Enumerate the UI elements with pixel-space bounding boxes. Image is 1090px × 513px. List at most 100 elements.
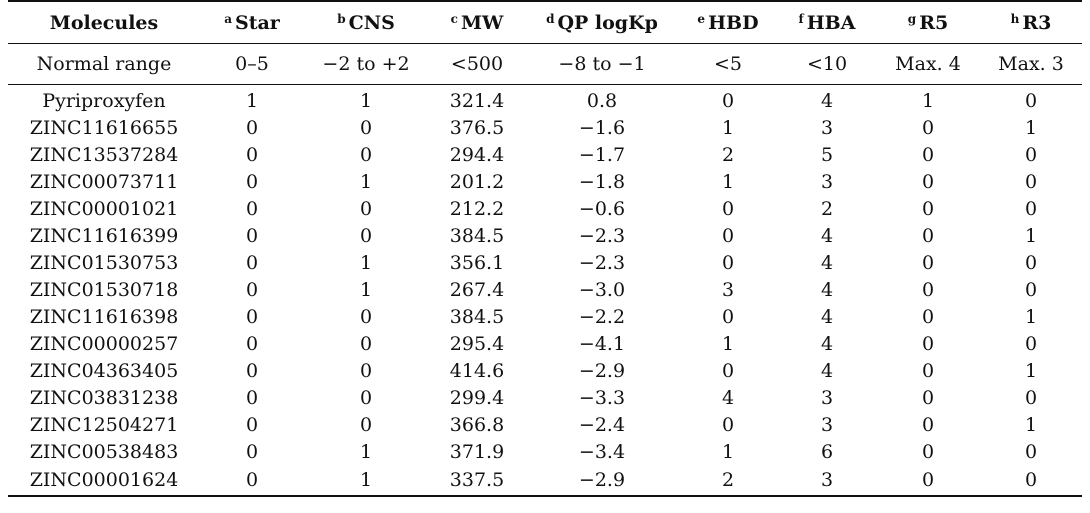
table-cell: −2.3 <box>578 225 626 247</box>
table-cell: 0 <box>921 414 935 436</box>
table-row: ZINC11616655 0 0 376.5 −1.6 1 3 0 1 <box>8 115 1082 142</box>
table-cell: 0 <box>200 466 304 497</box>
molecule-name-cell: ZINC11616399 <box>29 225 179 247</box>
table-cell: 3 <box>778 466 876 497</box>
table-cell: 0 <box>359 387 373 409</box>
table-cell: 0 <box>1024 198 1038 220</box>
table-cell: 0 <box>1024 387 1038 409</box>
table-cell: 3 <box>721 279 735 301</box>
table-cell: 0 <box>1024 441 1038 463</box>
table-row: ZINC00073711 0 1 201.2 −1.8 1 3 0 0 <box>8 169 1082 196</box>
table-cell: −2.9 <box>578 360 626 382</box>
molecule-name-cell: ZINC01530718 <box>29 279 179 301</box>
table-cell: 0 <box>245 144 259 166</box>
table-cell: 0 <box>721 414 735 436</box>
table-cell: 0 <box>359 117 373 139</box>
table-cell: 0 <box>721 198 735 220</box>
table-cell: 0 <box>1024 333 1038 355</box>
table-cell: 1 <box>721 171 735 193</box>
table-cell: 1 <box>359 279 373 301</box>
normal-range-cell: <10 <box>778 43 876 85</box>
column-header-0: Molecules <box>8 0 200 44</box>
column-header-1: a Star <box>200 0 304 44</box>
column-header-label: Molecules <box>49 11 159 34</box>
table-cell: 0 <box>245 117 259 139</box>
table-row: ZINC01530718 0 1 267.4 −3.0 3 4 0 0 <box>8 277 1082 304</box>
table-row: ZINC04363405 0 0 414.6 −2.9 0 4 0 1 <box>8 358 1082 385</box>
table-cell: 366.8 <box>449 414 505 436</box>
column-header-3: c MW <box>428 0 526 44</box>
column-header-8: h R3 <box>980 0 1082 44</box>
table-cell: 0 <box>1024 144 1038 166</box>
table-cell: 0 <box>245 252 259 274</box>
table-cell: −1.7 <box>578 144 626 166</box>
column-header-4: d QP logKp <box>526 0 678 44</box>
column-header-2: b CNS <box>304 0 428 44</box>
molecule-name-cell: ZINC00073711 <box>29 171 179 193</box>
table-row: ZINC01530753 0 1 356.1 −2.3 0 4 0 0 <box>8 250 1082 277</box>
table-row: ZINC00001021 0 0 212.2 −0.6 0 2 0 0 <box>8 196 1082 223</box>
table-row: ZINC00001624 0 1 337.5 −2.9 2 3 0 0 <box>8 466 1082 497</box>
table-row: Pyriproxyfen 1 1 321.4 0.8 0 4 1 0 <box>8 85 1082 116</box>
table-cell: 4 <box>721 387 735 409</box>
table-cell: −2.9 <box>526 466 678 497</box>
normal-range-cell: −8 to −1 <box>526 43 678 85</box>
table-cell: 5 <box>820 144 834 166</box>
normal-range-cell: Normal range <box>8 43 200 85</box>
table-cell: 295.4 <box>449 333 505 355</box>
header-footnote-marker: f <box>798 11 804 26</box>
table-cell: 6 <box>820 441 834 463</box>
table-cell: 0 <box>921 333 935 355</box>
table-cell: 0 <box>359 414 373 436</box>
table-cell: 0 <box>1024 252 1038 274</box>
table-row: ZINC00000257 0 0 295.4 −4.1 1 4 0 0 <box>8 331 1082 358</box>
normal-range-cell: Max. 4 <box>876 43 980 85</box>
table-cell: 0 <box>245 306 259 328</box>
table-header: Molecules a Star b CNS c MW d QP logKp e HBD f HBA g R… <box>8 0 1082 85</box>
header-footnote-marker: g <box>907 11 917 26</box>
table-cell: 0 <box>245 414 259 436</box>
table-body: Pyriproxyfen 1 1 321.4 0.8 0 4 1 0 ZINC11616655 0 0… <box>8 85 1082 497</box>
table-cell: 1 <box>359 252 373 274</box>
molecule-name-cell: ZINC00001021 <box>29 198 179 220</box>
column-header-label: R3 <box>1022 11 1052 34</box>
molecule-name-cell: ZINC00538483 <box>29 441 179 463</box>
column-header-label: R5 <box>919 11 949 34</box>
header-footnote-marker: d <box>546 11 555 26</box>
table-cell: 3 <box>820 387 834 409</box>
adme-properties-table-container: Molecules a Star b CNS c MW d QP logKp e HBD f HBA g R… <box>8 0 1082 497</box>
table-cell: 0.8 <box>586 90 618 112</box>
table-cell: 0 <box>1024 90 1038 112</box>
table-cell: 4 <box>820 279 834 301</box>
table-cell: 0 <box>921 441 935 463</box>
table-cell: 1 <box>359 441 373 463</box>
table-cell: 0 <box>721 306 735 328</box>
table-cell: 299.4 <box>449 387 505 409</box>
table-cell: 1 <box>1024 360 1038 382</box>
table-cell: −3.0 <box>578 279 626 301</box>
table-cell: 1 <box>304 466 428 497</box>
column-header-label: HBD <box>708 11 759 34</box>
column-header-5: e HBD <box>678 0 778 44</box>
column-header-label: Star <box>234 11 280 34</box>
table-cell: 4 <box>820 333 834 355</box>
table-cell: 0 <box>921 144 935 166</box>
table-cell: 0 <box>359 225 373 247</box>
table-cell: 4 <box>820 306 834 328</box>
table-cell: 4 <box>820 360 834 382</box>
table-cell: 414.6 <box>449 360 505 382</box>
table-cell: 0 <box>359 333 373 355</box>
table-cell: 1 <box>359 90 373 112</box>
molecule-name-cell: ZINC00000257 <box>29 333 179 355</box>
table-cell: 1 <box>1024 117 1038 139</box>
table-row: ZINC03831238 0 0 299.4 −3.3 4 3 0 0 <box>8 385 1082 412</box>
table-cell: 2 <box>721 144 735 166</box>
table-cell: 0 <box>359 306 373 328</box>
table-cell: 0 <box>921 279 935 301</box>
table-cell: 3 <box>820 117 834 139</box>
table-row: ZINC11616399 0 0 384.5 −2.3 0 4 0 1 <box>8 223 1082 250</box>
table-cell: 0 <box>921 252 935 274</box>
table-cell: 2 <box>678 466 778 497</box>
table-cell: 0 <box>721 252 735 274</box>
molecule-name-cell: Pyriproxyfen <box>42 90 166 112</box>
